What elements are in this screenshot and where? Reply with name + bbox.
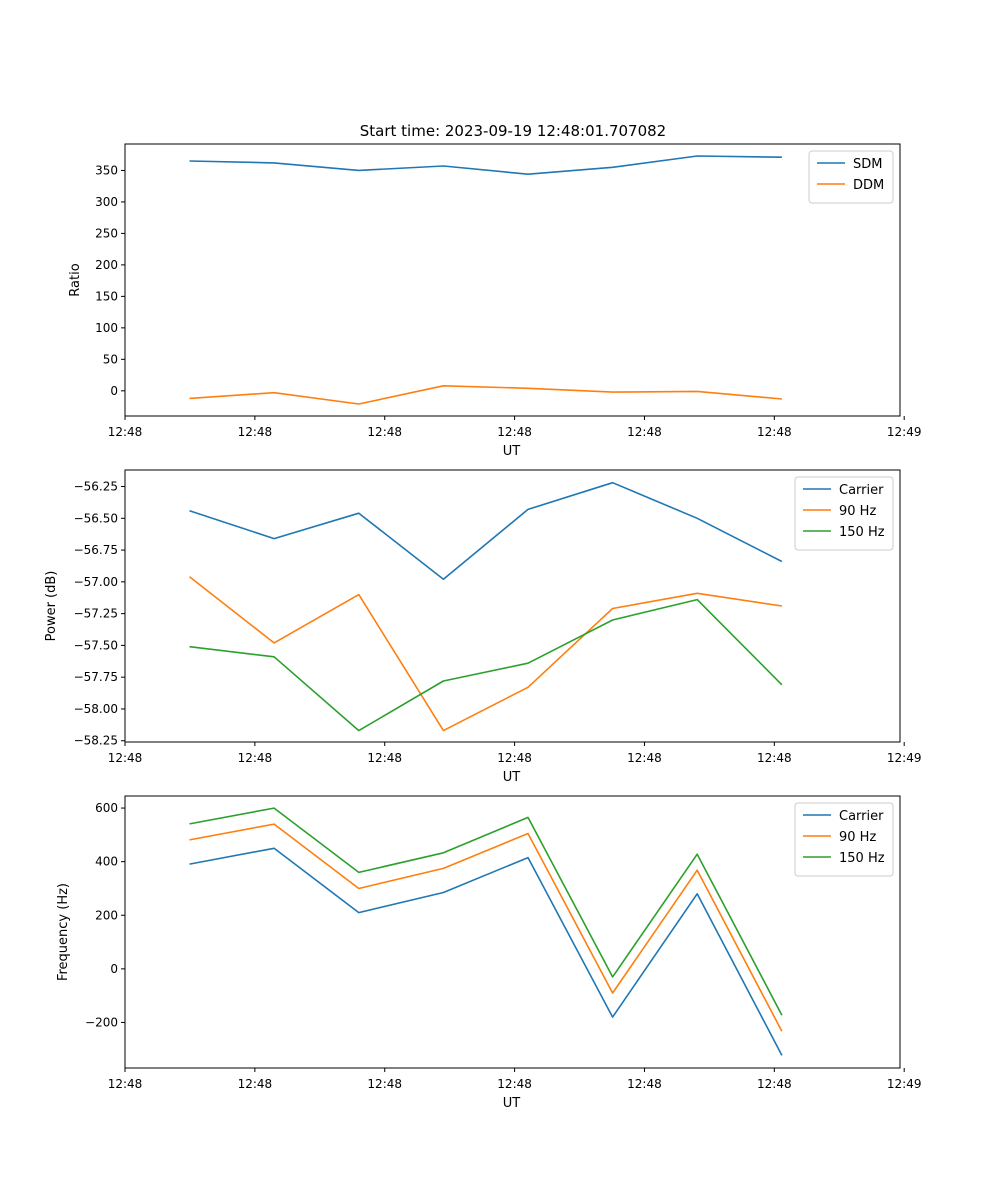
x-tick-label: 12:48	[627, 425, 662, 439]
x-tick-label: 12:48	[757, 1077, 792, 1091]
y-tick-label: 250	[95, 226, 118, 240]
y-tick-label: −57.00	[74, 575, 118, 589]
x-tick-label: 12:48	[367, 1077, 402, 1091]
y-tick-label: −57.75	[74, 670, 118, 684]
y-tick-label: 0	[110, 962, 118, 976]
y-axis-label: Frequency (Hz)	[56, 883, 71, 981]
x-tick-label: 12:48	[497, 425, 532, 439]
chart-panel-3: 12:48 12:48 12:48 12:48 12:48 12:48 12:49 −200 0…	[56, 795, 922, 1111]
y-tick-label: −58.25	[74, 734, 118, 748]
y-tick-label: −56.25	[74, 480, 118, 494]
axes-frame	[124, 795, 901, 1069]
y-tick-label: −57.50	[74, 638, 118, 652]
x-tick-label: 12:48	[108, 751, 143, 765]
series-line-sdm	[189, 155, 782, 175]
chart-panel-2: 12:48 12:48 12:48 12:48 12:48 12:48 12:49 −58.2…	[44, 469, 922, 785]
x-axis-label: UT	[503, 1096, 521, 1111]
legend-label: Carrier	[839, 809, 884, 824]
legend: Carrier 90 Hz 150 Hz	[794, 802, 894, 877]
y-tick-label: 300	[95, 195, 118, 209]
x-tick-label: 12:48	[627, 1077, 662, 1091]
chart-panel-1: 12:48 12:48 12:48 12:48 12:48 12:48 12:49 0 50 10…	[68, 143, 922, 459]
series-line-150-hz	[189, 807, 783, 1016]
legend-label: 90 Hz	[839, 830, 876, 845]
x-tick-label: 12:48	[627, 751, 662, 765]
x-axis-label: UT	[503, 770, 521, 785]
x-tick-label: 12:49	[887, 425, 922, 439]
figure-title: Start time: 2023-09-19 12:48:01.707082	[360, 122, 666, 140]
x-tick-label: 12:48	[238, 425, 273, 439]
y-tick-label: 200	[95, 258, 118, 272]
y-axis-label: Ratio	[68, 263, 83, 296]
legend-label: 150 Hz	[839, 525, 885, 540]
y-tick-label: 200	[95, 908, 118, 922]
axes-frame	[124, 469, 901, 743]
x-tick-label: 12:48	[757, 425, 792, 439]
x-tick-label: 12:48	[238, 751, 273, 765]
x-tick-label: 12:48	[497, 751, 532, 765]
x-tick-label: 12:48	[367, 425, 402, 439]
series-line-ddm	[189, 384, 782, 405]
y-tick-label: 100	[95, 321, 118, 335]
x-tick-label: 12:48	[238, 1077, 273, 1091]
series-line-90-hz	[189, 576, 783, 732]
y-tick-label: 600	[95, 801, 118, 815]
legend: Carrier 90 Hz 150 Hz	[794, 476, 894, 551]
y-tick-label: 0	[110, 384, 118, 398]
x-tick-label: 12:48	[108, 1077, 143, 1091]
x-tick-label: 12:48	[367, 751, 402, 765]
y-tick-label: −56.75	[74, 543, 118, 557]
legend-label: DDM	[853, 178, 884, 193]
y-tick-label: −56.50	[74, 511, 118, 525]
y-tick-label: −200	[85, 1015, 118, 1029]
y-tick-label: 150	[95, 289, 118, 303]
series-line-90-hz	[189, 823, 783, 1032]
legend-label: 90 Hz	[839, 504, 876, 519]
legend-label: Carrier	[839, 483, 884, 498]
y-axis-label: Power (dB)	[44, 571, 59, 642]
x-tick-label: 12:48	[497, 1077, 532, 1091]
y-tick-label: 50	[103, 352, 118, 366]
legend-box	[808, 150, 894, 204]
y-tick-label: −57.25	[74, 607, 118, 621]
y-tick-label: 350	[95, 163, 118, 177]
x-tick-label: 12:49	[887, 1077, 922, 1091]
x-tick-label: 12:48	[757, 751, 792, 765]
y-tick-label: −58.00	[74, 702, 118, 716]
legend: SDM DDM	[808, 150, 894, 204]
series-line-carrier	[189, 481, 783, 581]
legend-label: SDM	[853, 157, 882, 172]
legend-label: 150 Hz	[839, 851, 885, 866]
axes-frame	[124, 143, 901, 417]
series-line-carrier	[189, 847, 783, 1056]
series-line-150-hz	[189, 598, 783, 732]
x-tick-label: 12:49	[887, 751, 922, 765]
y-tick-label: 400	[95, 855, 118, 869]
x-tick-label: 12:48	[108, 425, 143, 439]
x-axis-label: UT	[503, 444, 521, 459]
